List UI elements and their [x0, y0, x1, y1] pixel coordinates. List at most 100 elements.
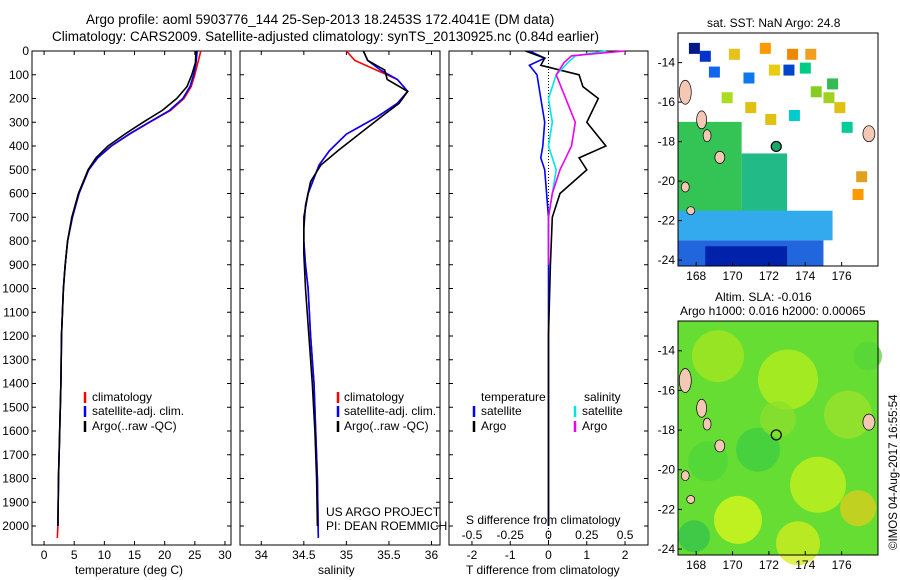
sst-cell — [743, 72, 755, 84]
depth-tick-label: 2000 — [2, 519, 29, 533]
imos-credit: ©IMOS 04-Aug-2017 16:55:54 — [888, 394, 900, 550]
sst-cell — [768, 64, 780, 76]
float-position-marker — [770, 140, 782, 153]
island — [702, 417, 712, 431]
diff-series-0 — [528, 50, 550, 526]
sst-cell — [841, 121, 853, 133]
diff-series-3 — [547, 50, 626, 265]
sla-blob — [790, 456, 846, 513]
sst-cell — [688, 42, 700, 54]
temperature-xtick-label: 20 — [158, 548, 172, 562]
sst-map-frame — [677, 32, 879, 267]
depth-tick-label: 500 — [9, 163, 29, 177]
t-legend-argo: Argo(..raw -QC) — [92, 419, 177, 433]
t-legend-clim: climatology — [92, 390, 153, 404]
sla-blob — [824, 390, 872, 439]
panel-frame-temperature — [31, 50, 232, 546]
d-legend-temp-title: temperature — [481, 390, 546, 404]
header-line-2: Climatology: CARS2009. Satellite-adjuste… — [52, 29, 600, 44]
sst-cell — [810, 86, 822, 98]
differences-xtick-label: 0 — [545, 548, 552, 562]
sla-xtick-label: 176 — [832, 558, 852, 572]
island — [714, 439, 726, 453]
temperature-xtick-label: 25 — [188, 548, 202, 562]
sst-xtick-label: 176 — [832, 269, 852, 283]
temperature-xtick-label: 0 — [41, 548, 48, 562]
differences-xtick-label: -1 — [505, 548, 516, 562]
sst-blue-region — [678, 210, 833, 241]
sla-xtick-label: 172 — [759, 558, 779, 572]
salinity-xtick-label: 36 — [425, 548, 439, 562]
d-xlabel: T difference from climatology — [466, 563, 620, 577]
sal-series-0 — [302, 50, 409, 538]
sst-cell — [823, 92, 835, 104]
island — [678, 79, 692, 105]
d-legend-temp-sat: satellite — [481, 404, 522, 418]
depth-tick-label: 1800 — [2, 472, 29, 486]
pi-label: PI: DEAN ROEMMICH — [326, 519, 448, 533]
sla-map-layer — [678, 321, 882, 566]
sla-xtick-label: 170 — [723, 558, 743, 572]
depth-tick-label: 1000 — [2, 282, 29, 296]
depth-tick-label: 700 — [9, 210, 29, 224]
sst-cell — [783, 64, 795, 76]
depth-tick-label: 1900 — [2, 495, 29, 509]
salinity-xtick-label: 35.5 — [377, 548, 401, 562]
depth-tick-label: 400 — [9, 139, 29, 153]
header-line-1: Argo profile: aoml 5903776_144 25-Sep-20… — [86, 12, 555, 27]
island — [686, 495, 696, 504]
differences-xtick-label: 1 — [583, 548, 590, 562]
temp-series-0 — [56, 50, 202, 538]
sst-cell — [721, 92, 733, 104]
depth-tick-label: 1400 — [2, 377, 29, 391]
sst-cell — [805, 48, 817, 60]
diff-stick-label: -0.5 — [462, 528, 483, 542]
sst-ytick-label: -16 — [658, 95, 676, 109]
diff-series-2 — [547, 50, 607, 265]
temperature-xtick-label: 10 — [98, 548, 112, 562]
depth-tick-label: 1200 — [2, 329, 29, 343]
sla-blob — [760, 401, 796, 438]
sst-xtick-label: 174 — [795, 269, 815, 283]
sla-map-frame — [677, 320, 879, 556]
island — [686, 206, 696, 216]
temperature-xtick-label: 5 — [71, 548, 78, 562]
sst-cell — [728, 48, 740, 60]
island — [862, 125, 876, 143]
sst-ytick-label: -18 — [658, 135, 676, 149]
t-xlabel: temperature (deg C) — [75, 563, 184, 577]
island — [702, 129, 712, 143]
sla-xtick-label: 174 — [795, 558, 815, 572]
sla-title: Altim. SLA: -0.016 — [715, 290, 812, 304]
differences-xtick-label: -2 — [467, 548, 478, 562]
sst-xtick-label: 168 — [686, 269, 706, 283]
sst-cell — [827, 78, 839, 90]
d-legend-sal-argo: Argo — [582, 419, 608, 433]
island — [714, 151, 726, 164]
sla-ytick-label: -14 — [658, 344, 676, 358]
sla-blob — [840, 490, 876, 527]
temp-series-1 — [57, 50, 198, 527]
d-legend-sal-title: salinity — [584, 390, 621, 404]
sla-ytick-label: -18 — [658, 423, 676, 437]
s-legend-clim: climatology — [344, 390, 405, 404]
sst-cell — [699, 50, 711, 62]
float-position-marker — [770, 429, 782, 441]
sla-blob — [776, 521, 820, 566]
sst-ytick-label: -14 — [658, 56, 676, 70]
project-label: US ARGO PROJECT — [326, 505, 441, 519]
island — [680, 470, 690, 482]
s-legend-sat: satellite-adj. clim. — [344, 404, 437, 418]
d-legend-sal-sat: satellite — [582, 404, 623, 418]
sst-map-layer — [678, 33, 878, 266]
temperature-xtick-label: 15 — [128, 548, 142, 562]
depth-tick-label: 800 — [9, 234, 29, 248]
d-legend-temp-argo: Argo — [481, 419, 507, 433]
diff-stick-label: 0 — [545, 528, 552, 542]
sla-blob — [854, 342, 882, 371]
depth-tick-label: 1700 — [2, 448, 29, 462]
sst-cell — [856, 171, 868, 183]
sla-blob — [714, 495, 762, 544]
depth-tick-label: 1100 — [3, 305, 29, 319]
